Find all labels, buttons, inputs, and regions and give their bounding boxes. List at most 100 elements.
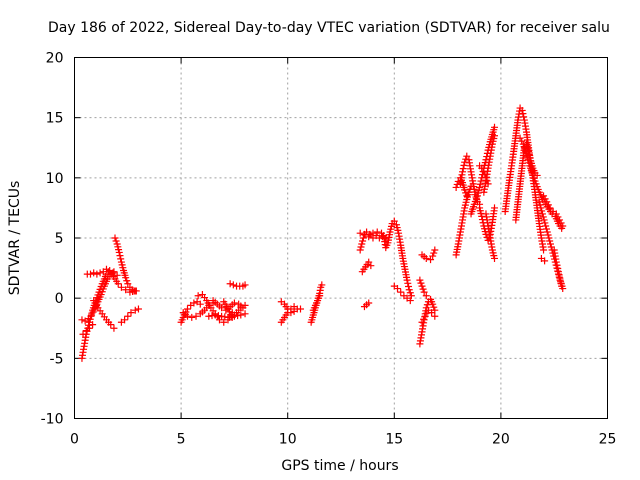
y-tick-label: 15 — [46, 111, 64, 127]
y-tick-label: 5 — [55, 231, 64, 247]
data-point — [218, 304, 226, 312]
data-point — [540, 216, 548, 224]
data-point — [535, 198, 543, 206]
data-point — [365, 258, 373, 266]
data-point — [86, 270, 94, 278]
y-tick-label: 0 — [55, 291, 64, 307]
data-point — [226, 280, 234, 288]
data-point — [536, 201, 544, 209]
data-point — [93, 270, 101, 278]
data-point — [491, 254, 499, 262]
data-point — [290, 303, 298, 311]
data-point — [114, 280, 122, 288]
data-point — [538, 207, 546, 215]
data-point — [131, 306, 139, 314]
data-point — [460, 161, 468, 169]
grid-lines — [74, 57, 608, 419]
data-point — [89, 321, 97, 329]
data-point — [516, 134, 524, 142]
data-point — [462, 155, 470, 163]
data-point — [208, 312, 216, 320]
data-point — [123, 277, 131, 285]
x-tick-label: 5 — [177, 432, 186, 448]
data-point — [546, 204, 554, 212]
data-point — [404, 279, 412, 287]
data-point — [518, 106, 526, 114]
data-point — [422, 254, 430, 262]
data-series — [78, 104, 567, 362]
data-point — [89, 308, 97, 316]
data-point — [110, 324, 118, 332]
data-point — [237, 304, 245, 312]
x-tick-label: 0 — [70, 432, 79, 448]
data-point — [369, 229, 377, 237]
data-point — [360, 230, 368, 238]
data-point — [429, 300, 437, 308]
data-point — [296, 305, 304, 313]
x-tick-label: 25 — [599, 432, 617, 448]
data-point — [215, 316, 223, 324]
data-point — [544, 201, 552, 209]
data-point — [373, 228, 381, 236]
data-point — [559, 222, 567, 230]
data-point — [557, 219, 565, 227]
data-point — [85, 324, 93, 332]
data-point — [461, 186, 469, 194]
data-point — [420, 288, 428, 296]
data-point — [375, 234, 383, 242]
data-point — [430, 249, 438, 257]
data-point — [115, 248, 123, 256]
data-point — [544, 231, 552, 239]
data-point — [559, 285, 567, 293]
data-point — [491, 123, 499, 131]
data-point — [367, 262, 375, 270]
data-point — [420, 315, 428, 323]
data-point — [113, 271, 121, 279]
data-point — [477, 177, 485, 185]
data-point — [553, 261, 561, 269]
data-point — [357, 243, 365, 251]
data-point — [122, 286, 130, 294]
data-point — [476, 180, 484, 188]
data-point — [518, 137, 526, 145]
data-point — [545, 234, 553, 242]
data-point — [230, 299, 238, 307]
data-point — [554, 268, 562, 276]
data-point — [316, 292, 324, 300]
data-point — [192, 312, 200, 320]
data-point — [121, 316, 129, 324]
data-point — [196, 300, 204, 308]
data-point — [543, 198, 551, 206]
data-point — [543, 228, 551, 236]
data-point — [422, 292, 430, 300]
data-point — [110, 268, 118, 276]
x-tick-label: 20 — [492, 432, 510, 448]
x-axis-label: GPS time / hours — [281, 458, 398, 474]
data-point — [194, 292, 202, 300]
data-point — [418, 282, 426, 290]
data-point — [79, 330, 87, 338]
data-point — [365, 299, 373, 307]
data-point — [416, 276, 424, 284]
data-point — [539, 213, 547, 221]
data-point — [419, 285, 427, 293]
data-point — [537, 204, 545, 212]
data-point — [117, 255, 125, 263]
data-point — [85, 321, 93, 329]
data-point — [546, 240, 554, 248]
data-point — [393, 285, 401, 293]
data-point — [90, 269, 98, 277]
data-point — [318, 281, 326, 289]
axis-ticks: 0 5 10 15 20 25 -10 -5 0 5 10 15 20 — [41, 51, 617, 448]
y-tick-label: -10 — [41, 412, 64, 428]
data-point — [188, 313, 196, 321]
y-tick-label: 10 — [46, 171, 64, 187]
data-point — [453, 180, 461, 188]
data-point — [78, 316, 86, 324]
data-point — [554, 213, 562, 221]
data-point — [406, 289, 414, 297]
data-point — [465, 188, 473, 196]
data-point — [183, 305, 191, 313]
data-point — [462, 189, 470, 197]
